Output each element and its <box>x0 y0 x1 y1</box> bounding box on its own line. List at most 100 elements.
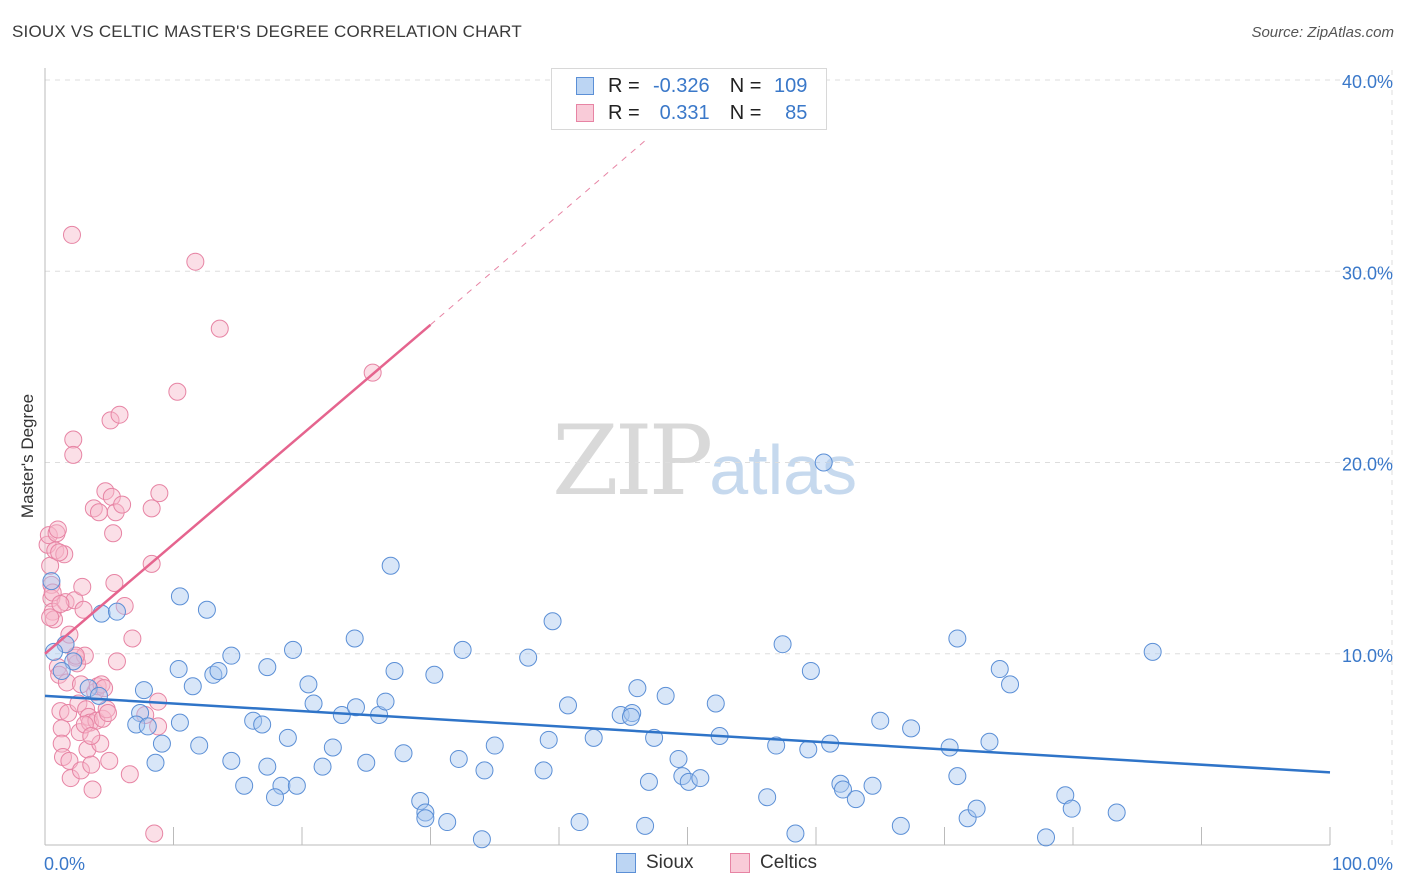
sioux-point <box>645 728 664 747</box>
celtics-point <box>82 755 101 774</box>
sioux-point <box>258 658 277 677</box>
celtics-point <box>210 319 229 338</box>
sioux-point <box>758 788 777 807</box>
sioux-point <box>534 761 553 780</box>
sioux-point <box>891 816 910 835</box>
x-tick-label: 100.0% <box>1332 854 1393 874</box>
legend-row-sioux: R = -0.326 N = 109 <box>576 73 807 99</box>
sioux-point <box>773 635 792 654</box>
sioux-point <box>485 736 504 755</box>
sioux-point <box>679 772 698 791</box>
sioux-point <box>152 734 171 753</box>
sioux-point <box>287 776 306 795</box>
sioux-point <box>706 694 725 713</box>
legend-item-celtics[interactable]: Celtics <box>730 852 817 874</box>
sioux-point <box>948 629 967 648</box>
r-label: R = <box>608 74 640 97</box>
sioux-point <box>183 677 202 696</box>
sioux-point <box>304 694 323 713</box>
celtics-swatch <box>730 853 750 873</box>
sioux-point <box>980 732 999 751</box>
chart-title: SIOUX VS CELTIC MASTER'S DEGREE CORRELAT… <box>12 22 522 41</box>
celtics-point <box>100 751 119 770</box>
sioux-point <box>656 686 675 705</box>
celtics-point <box>113 495 132 514</box>
celtics-point <box>52 734 71 753</box>
sioux-point <box>345 629 364 648</box>
celtics-trend-line <box>44 323 432 655</box>
sioux-point <box>258 757 277 776</box>
celtics-point <box>42 575 61 594</box>
celtics-trend-extension <box>430 136 650 326</box>
sioux-point <box>235 776 254 795</box>
sioux-point <box>394 744 413 763</box>
celtics-point <box>168 382 187 401</box>
sioux-point <box>209 661 228 680</box>
sioux-trend-line <box>44 694 1331 774</box>
sioux-swatch <box>576 77 594 95</box>
axes <box>44 68 1331 846</box>
sioux-point <box>967 799 986 818</box>
sioux-point <box>863 776 882 795</box>
sioux-point <box>1143 642 1162 661</box>
sioux-point <box>453 640 472 659</box>
y-axis-label: Master's Degree <box>18 393 37 519</box>
celtics-point <box>39 526 58 545</box>
sioux-point <box>871 711 890 730</box>
celtics-point <box>82 726 101 745</box>
y-tick-label: 20.0% <box>1342 455 1393 475</box>
celtics-point <box>41 608 60 627</box>
celtics-series <box>38 225 382 843</box>
celtics-point <box>120 765 139 784</box>
sioux-point <box>449 749 468 768</box>
correlation-legend: R = -0.326 N = 109 R = 0.331 N = 85 <box>551 68 827 130</box>
celtics-point <box>75 715 94 734</box>
sioux-point <box>64 652 83 671</box>
sioux-point <box>584 728 603 747</box>
sioux-point <box>89 686 108 705</box>
sioux-point <box>146 753 165 772</box>
legend-item-sioux[interactable]: Sioux <box>616 852 694 874</box>
celtics-point <box>110 405 129 424</box>
sioux-point <box>416 809 435 828</box>
sioux-point <box>1001 675 1020 694</box>
celtics-point <box>61 769 80 788</box>
tick-labels: 10.0% 20.0% 30.0% 40.0% 0.0% 100.0% <box>44 72 1393 874</box>
sioux-point <box>570 813 589 832</box>
sioux-point <box>299 675 318 694</box>
sioux-point <box>948 767 967 786</box>
celtics-point <box>145 824 164 843</box>
sioux-point <box>519 648 538 667</box>
celtics-point <box>71 761 90 780</box>
sioux-swatch <box>616 853 636 873</box>
sioux-point <box>425 665 444 684</box>
celtics-point <box>89 503 108 522</box>
celtics-swatch <box>576 104 594 122</box>
n-value: 85 <box>785 101 808 124</box>
y-tick-label: 30.0% <box>1342 263 1393 283</box>
sioux-point <box>79 679 98 698</box>
sioux-point <box>628 679 647 698</box>
celtics-point <box>149 717 168 736</box>
sioux-point <box>801 661 820 680</box>
sioux-point <box>127 715 146 734</box>
legend-label-sioux: Sioux <box>646 852 694 873</box>
sioux-point <box>786 824 805 843</box>
sioux-point <box>385 661 404 680</box>
sioux-point <box>799 740 818 759</box>
celtics-point <box>52 719 71 738</box>
sioux-point <box>131 704 150 723</box>
sioux-point <box>814 453 833 472</box>
sioux-point <box>313 757 332 776</box>
sioux-point <box>42 572 61 591</box>
celtics-point <box>186 252 205 271</box>
sioux-point <box>244 711 263 730</box>
sioux-point <box>539 730 558 749</box>
sioux-point <box>169 660 188 679</box>
sioux-point <box>543 612 562 631</box>
sioux-point <box>475 761 494 780</box>
n-label: N = <box>729 101 762 124</box>
sioux-point <box>346 698 365 717</box>
legend-label-celtics: Celtics <box>760 852 818 873</box>
